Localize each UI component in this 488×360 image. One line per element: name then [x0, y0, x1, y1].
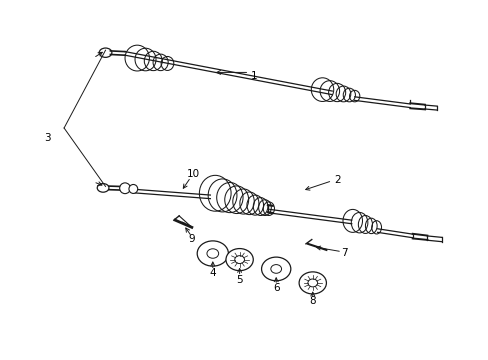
Text: 2: 2: [333, 175, 340, 185]
Text: 4: 4: [209, 268, 216, 278]
Text: 3: 3: [43, 133, 50, 143]
Text: 9: 9: [188, 234, 195, 244]
Text: 10: 10: [186, 169, 200, 179]
Ellipse shape: [129, 184, 138, 193]
Ellipse shape: [225, 248, 253, 271]
Text: 7: 7: [341, 248, 347, 258]
Ellipse shape: [120, 183, 130, 194]
Text: 1: 1: [250, 71, 257, 81]
Ellipse shape: [299, 272, 326, 294]
Text: 6: 6: [272, 283, 279, 293]
Text: 8: 8: [309, 296, 315, 306]
Ellipse shape: [197, 241, 228, 266]
Ellipse shape: [261, 257, 290, 281]
Text: 5: 5: [236, 275, 243, 285]
